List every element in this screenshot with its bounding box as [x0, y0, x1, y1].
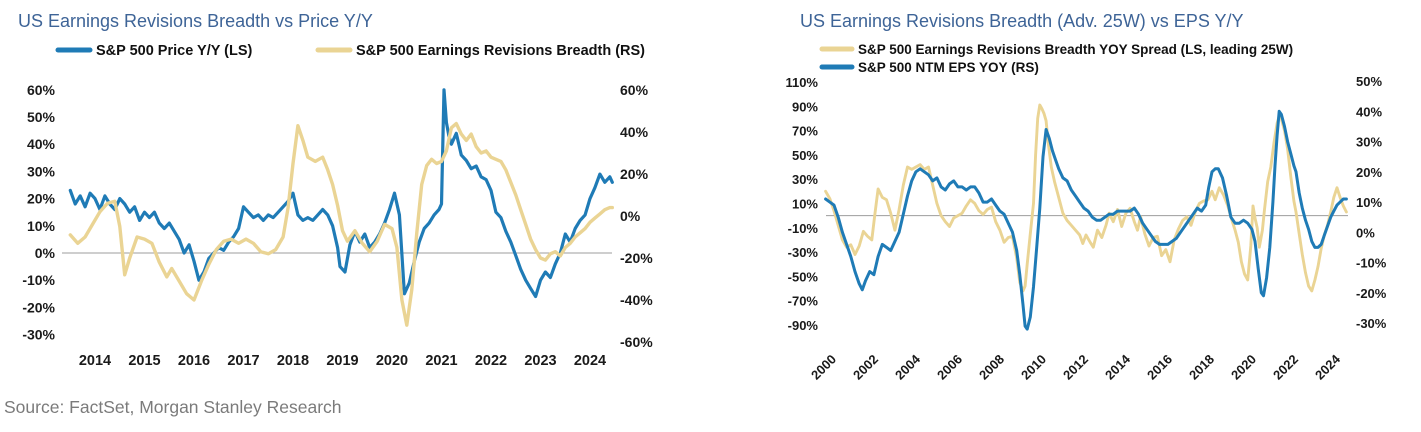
y-axis-left-tick-label: 30%	[792, 172, 818, 187]
x-axis-tick-label: 2014	[79, 353, 111, 369]
x-axis-tick-label: 2022	[1270, 352, 1301, 383]
y-axis-right-tick-label: -60%	[620, 334, 653, 350]
source-note: Source: FactSet, Morgan Stanley Research	[4, 397, 342, 417]
y-axis-left-tick-label: 40%	[27, 136, 56, 152]
y-axis-right-tick-label: 30%	[1356, 135, 1382, 150]
y-axis-left-tick-label: 50%	[27, 109, 56, 125]
y-axis-left-tick-label: -20%	[22, 299, 55, 315]
y-axis-left-tick-label: 10%	[27, 218, 56, 234]
series-line-ls	[824, 103, 1348, 293]
left-chart: 60% 50% 40% 30% 20% 10% 0% -10% -20% -30% 60% 40% 20…	[22, 43, 653, 369]
x-axis-tick-label: 2017	[227, 353, 259, 369]
y-axis-left-tick-label: -10%	[22, 272, 55, 288]
legend-label: S&P 500 NTM EPS YOY (RS)	[858, 60, 1039, 75]
x-axis-tick-label: 2012	[1060, 352, 1091, 383]
series-line-ls	[68, 88, 614, 299]
left-chart-title: US Earnings Revisions Breadth vs Price Y…	[18, 11, 373, 31]
right-chart: 110% 90% 70% 50% 30% 10% -10% -30% -50% -70% -90% 5…	[785, 42, 1386, 383]
x-axis-tick-label: 2023	[524, 353, 556, 369]
y-axis-right-tick-label: 40%	[620, 124, 649, 140]
x-axis-tick-label: 2019	[326, 353, 358, 369]
x-axis-tick-label: 2018	[277, 353, 309, 369]
y-axis-right-tick-label: 60%	[620, 82, 649, 98]
y-axis-left-tick-label: 10%	[792, 196, 818, 211]
y-axis-left-tick-label: -30%	[22, 327, 55, 343]
y-axis-left-tick-label: 60%	[27, 82, 56, 98]
x-axis-tick-label: 2024	[1312, 351, 1344, 383]
y-axis-right-tick-label: -20%	[620, 250, 653, 266]
y-axis-left-tick-label: -90%	[788, 318, 819, 333]
y-axis-right-tick-label: -10%	[1356, 256, 1387, 271]
y-axis-right-tick-label: 20%	[1356, 165, 1382, 180]
y-axis-left-tick-label: 50%	[792, 148, 818, 163]
y-axis-left-tick-label: 0%	[35, 245, 56, 261]
y-axis-right-tick-label: 0%	[620, 208, 641, 224]
y-axis-left-tick-label: -10%	[788, 221, 819, 236]
y-axis-left-tick-label: 70%	[792, 124, 818, 139]
x-axis-tick-label: 2008	[976, 352, 1007, 383]
x-axis-tick-label: 2006	[934, 352, 965, 383]
y-axis-right-tick-label: 20%	[620, 166, 649, 182]
legend-label: S&P 500 Price Y/Y (LS)	[96, 43, 253, 59]
y-axis-left-tick-label: -70%	[788, 294, 819, 309]
x-axis-tick-label: 2004	[892, 351, 924, 383]
y-axis-left-tick-label: 90%	[792, 99, 818, 114]
x-axis-tick-label: 2022	[475, 353, 507, 369]
y-axis-left-tick-label: 20%	[27, 191, 56, 207]
x-axis-tick-label: 2020	[376, 353, 408, 369]
y-axis-left-tick-label: 30%	[27, 163, 56, 179]
y-axis-left-tick-label: -30%	[788, 245, 819, 260]
x-axis-tick-label: 2018	[1186, 352, 1217, 383]
x-axis-tick-label: 2014	[1102, 351, 1134, 383]
y-axis-right-tick-label: -20%	[1356, 286, 1387, 301]
legend-label: S&P 500 Earnings Revisions Breadth YOY S…	[858, 42, 1293, 57]
series-line-rs	[68, 121, 614, 327]
x-axis-tick-label: 2020	[1228, 352, 1259, 383]
x-axis-tick-label: 2021	[425, 353, 457, 369]
x-axis-tick-label: 2000	[808, 352, 839, 383]
y-axis-right-tick-label: -30%	[1356, 316, 1387, 331]
y-axis-right-tick-label: 0%	[1356, 225, 1375, 240]
x-axis-tick-label: 2010	[1018, 352, 1049, 383]
y-axis-left-tick-label: -50%	[788, 269, 819, 284]
y-axis-right-tick-label: 50%	[1356, 74, 1382, 89]
x-axis-tick-label: 2015	[128, 353, 160, 369]
x-axis-tick-label: 2024	[574, 353, 606, 369]
x-axis-tick-label: 2016	[1144, 352, 1175, 383]
series-line-rs	[824, 109, 1348, 331]
right-chart-title: US Earnings Revisions Breadth (Adv. 25W)…	[800, 11, 1244, 31]
legend-label: S&P 500 Earnings Revisions Breadth (RS)	[356, 43, 645, 59]
x-axis-tick-label: 2016	[178, 353, 210, 369]
y-axis-right-tick-label: 10%	[1356, 195, 1382, 210]
y-axis-right-tick-label: 40%	[1356, 104, 1382, 119]
y-axis-left-tick-label: 110%	[785, 75, 818, 90]
x-axis-tick-label: 2002	[850, 352, 881, 383]
y-axis-right-tick-label: -40%	[620, 292, 653, 308]
